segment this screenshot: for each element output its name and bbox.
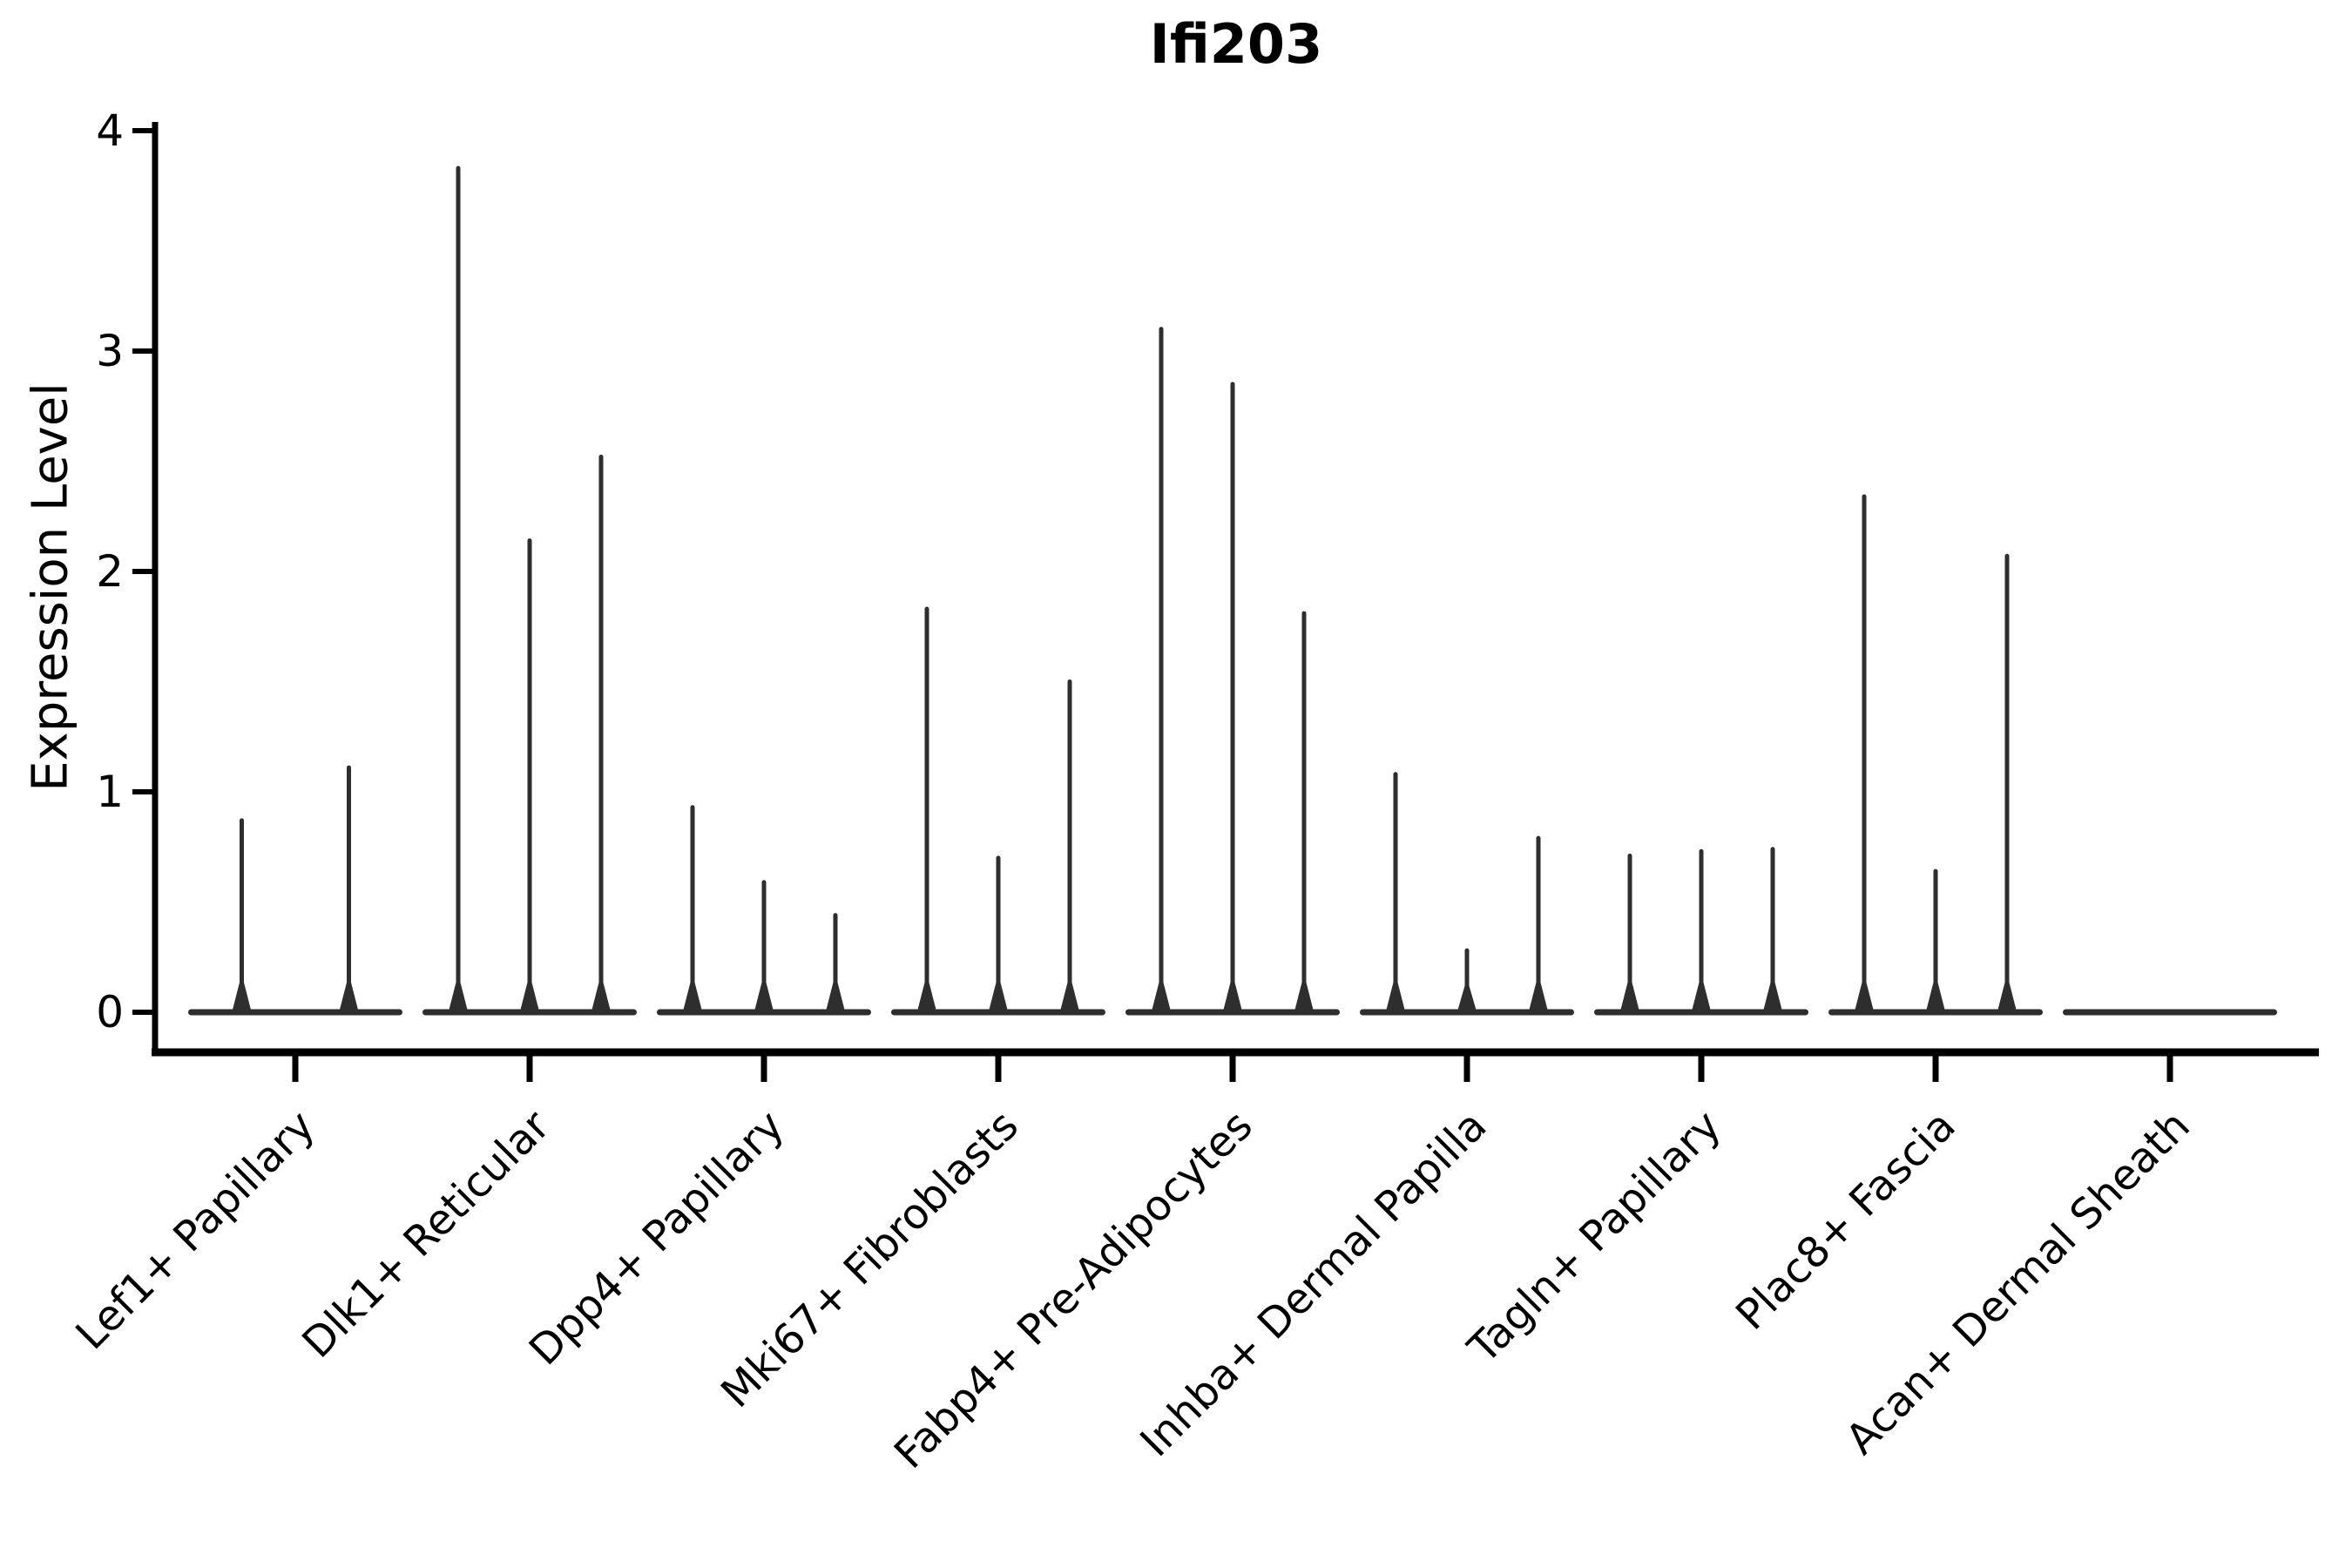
- y-tick-label: 4: [96, 105, 124, 156]
- y-tick-label: 0: [96, 987, 124, 1037]
- y-tick-label: 3: [96, 326, 124, 376]
- chart-title: Ifi203: [1149, 12, 1323, 76]
- violin-base: [2063, 1009, 2277, 1016]
- y-tick-label: 1: [96, 767, 124, 817]
- violin-base: [188, 1009, 402, 1016]
- y-tick-label: 2: [96, 546, 124, 597]
